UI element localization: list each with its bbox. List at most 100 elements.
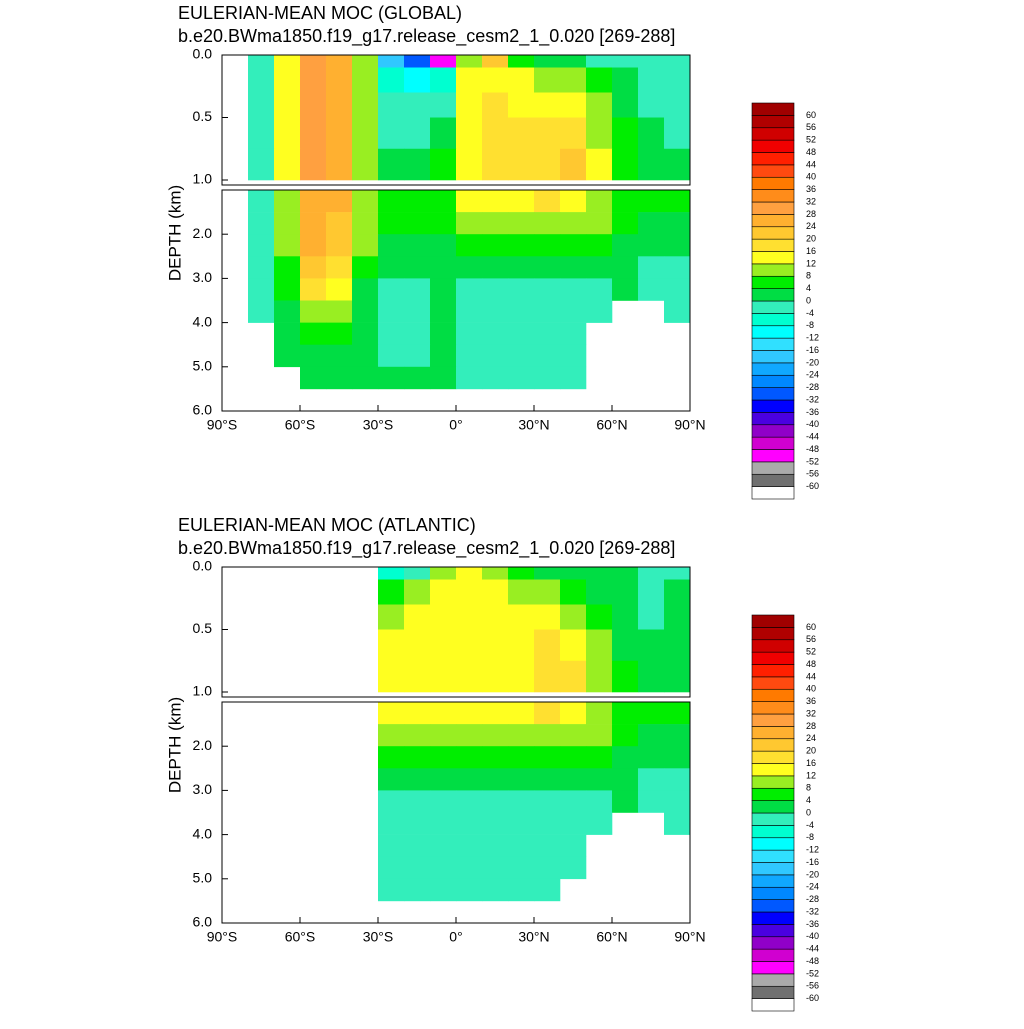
contour-cell (430, 67, 457, 93)
x-tick-label: 0° (449, 929, 462, 945)
contour-cell (352, 212, 379, 235)
contour-cell (664, 190, 691, 213)
contour-cell (508, 148, 535, 181)
contour-cell (456, 567, 483, 580)
contour-cell (482, 768, 509, 791)
colorbar-label: 60 (806, 622, 816, 632)
contour-cell (638, 768, 665, 791)
contour-cell (534, 256, 561, 279)
y-tick-label: 1.0 (193, 683, 213, 699)
contour-cell (404, 790, 431, 813)
contour-cell (300, 300, 327, 323)
colorbar-box (751, 738, 795, 752)
colorbar-box (751, 263, 795, 277)
contour-cell (378, 724, 405, 747)
contour-cell (430, 702, 457, 725)
contour-cell (378, 190, 405, 213)
contour-cell (430, 92, 457, 118)
contour-cell (326, 344, 353, 368)
contour-cell (482, 278, 509, 301)
contour-cell (378, 567, 405, 580)
contour-cell (248, 148, 275, 181)
contour-cell (430, 724, 457, 747)
colorbar-box (751, 862, 795, 876)
contour-cell (586, 579, 613, 605)
contour-cell (664, 278, 691, 301)
contour-cell (534, 579, 561, 605)
contour-cell (430, 322, 457, 345)
contour-cell (508, 834, 535, 857)
contour-cell (404, 117, 431, 150)
contour-cell (534, 300, 561, 323)
contour-cell (430, 856, 457, 880)
contour-cell (274, 190, 301, 213)
colorbar-box (751, 226, 795, 240)
contour-cell (378, 117, 405, 150)
contour-cell (378, 234, 405, 257)
colorbar-box (751, 189, 795, 203)
colorbar-label: 40 (806, 684, 816, 694)
contour-cell (534, 768, 561, 791)
contour-cell (352, 190, 379, 213)
contour-cell (560, 190, 587, 213)
contour-cell (404, 190, 431, 213)
contour-cell (534, 92, 561, 118)
contour-cell (456, 660, 483, 693)
contour-cell (534, 234, 561, 257)
colorbar-box (751, 350, 795, 364)
contour-cell (664, 148, 691, 181)
contour-cell (612, 190, 639, 213)
chart-subtitle: b.e20.BWma1850.f19_g17.release_cesm2_1_0… (178, 538, 675, 559)
contour-cell (534, 724, 561, 747)
contour-cell (560, 55, 587, 68)
contour-cell (404, 300, 431, 323)
colorbar-box (751, 985, 795, 999)
contour-cell (560, 790, 587, 813)
colorbar-label: -32 (806, 906, 819, 916)
contour-cell (352, 278, 379, 301)
contour-cell (638, 256, 665, 279)
contour-cell (560, 856, 587, 880)
contour-cell (404, 746, 431, 769)
contour-cell (482, 834, 509, 857)
contour-cell (612, 234, 639, 257)
contour-cell (638, 67, 665, 93)
colorbar-label: -36 (806, 919, 819, 929)
contour-cell (456, 790, 483, 813)
contour-cell (378, 856, 405, 880)
y-tick-label: 5.0 (193, 870, 213, 886)
colorbar-label: 44 (806, 671, 816, 681)
contour-cell (378, 322, 405, 345)
colorbar-box (751, 837, 795, 851)
colorbar-box (751, 139, 795, 153)
colorbar-box (751, 998, 795, 1012)
contour-cell (534, 856, 561, 880)
contour-cell (560, 604, 587, 630)
colorbar-box (751, 325, 795, 339)
contour-cell (638, 148, 665, 181)
contour-cell (612, 148, 639, 181)
contour-cell (326, 256, 353, 279)
contour-cell (638, 579, 665, 605)
contour-cell (664, 746, 691, 769)
contour-cell (586, 256, 613, 279)
contour-cell (508, 55, 535, 68)
contour-cell (456, 724, 483, 747)
contour-cell (274, 234, 301, 257)
contour-cell (586, 300, 613, 323)
colorbar-label: -4 (806, 820, 814, 830)
contour-cell (274, 117, 301, 150)
x-tick-label: 30°N (518, 417, 549, 433)
contour-cell (586, 660, 613, 693)
contour-cell (664, 724, 691, 747)
contour-cell (404, 256, 431, 279)
colorbar-label: -44 (806, 944, 819, 954)
contour-cell (300, 278, 327, 301)
colorbar-box (751, 812, 795, 826)
contour-cell (378, 256, 405, 279)
colorbar-label: -44 (806, 432, 819, 442)
contour-cell (352, 148, 379, 181)
contour-cell (300, 256, 327, 279)
y-tick-label: 5.0 (193, 358, 213, 374)
colorbar-box (751, 639, 795, 653)
